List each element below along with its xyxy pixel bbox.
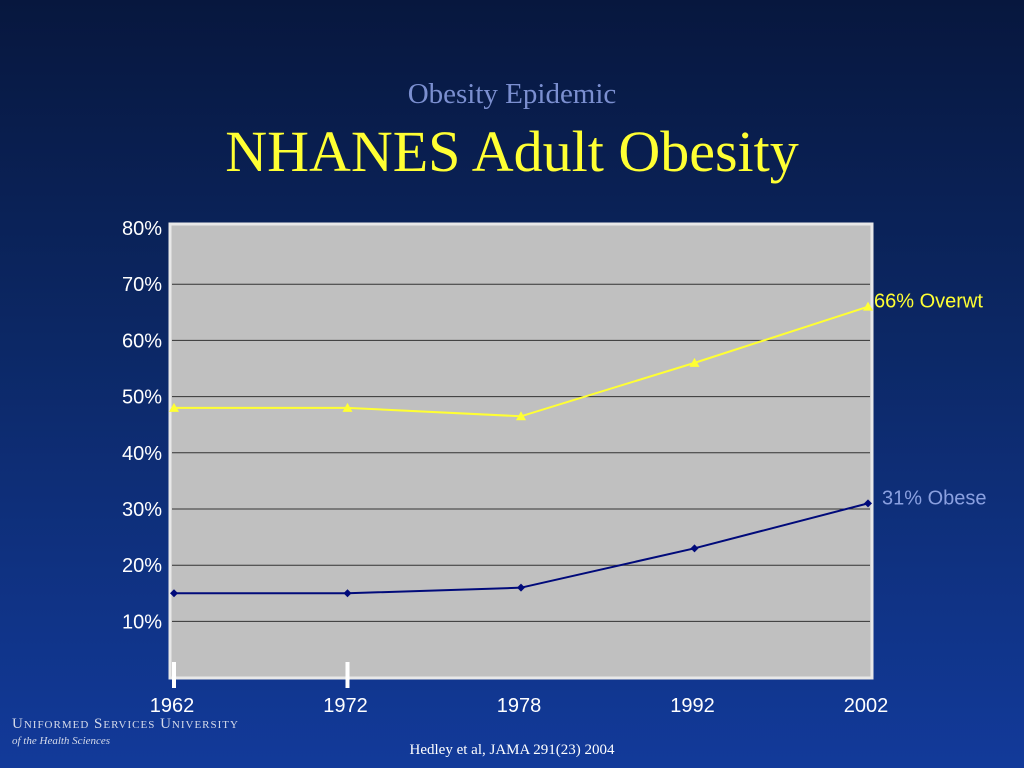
slide-subtitle: Obesity Epidemic [407,78,617,110]
data-point [342,402,353,412]
y-tick-label: 50% [122,387,162,409]
data-point [864,499,872,508]
x-tick-label: 1978 [497,695,542,717]
data-point [343,589,352,598]
x-tick-label: 2002 [844,695,889,717]
y-tick-label: 30% [122,499,162,521]
university-name: Uniformed Services University [12,716,239,732]
data-point [689,357,700,367]
slide-title: NHANES Adult Obesity [225,119,799,184]
category-highlight-mark [345,662,350,688]
category-highlight-mark [172,662,176,688]
data-point [690,544,699,553]
data-point [863,301,873,311]
university-logo: Uniformed Services University of the Hea… [12,716,239,747]
y-tick-label: 40% [122,443,162,465]
university-subname: of the Health Sciences [12,735,111,747]
y-tick-label: 70% [122,274,162,296]
data-point [170,589,178,598]
x-tick-label: 1962 [150,695,195,717]
citation: Hedley et al, JAMA 291(23) 2004 [409,742,615,758]
x-tick-label: 1972 [323,695,368,717]
plot-area [168,222,874,680]
data-point [517,583,525,592]
data-point [169,402,179,412]
y-tick-label: 60% [122,330,162,352]
series-label: 66% Overwt [874,291,983,313]
series-label: 31% Obese [882,487,987,509]
y-tick-label: 20% [122,555,162,577]
x-tick-label: 1992 [670,695,715,717]
y-tick-label: 80% [122,218,162,240]
y-tick-label: 10% [122,611,162,633]
data-point [516,411,526,421]
